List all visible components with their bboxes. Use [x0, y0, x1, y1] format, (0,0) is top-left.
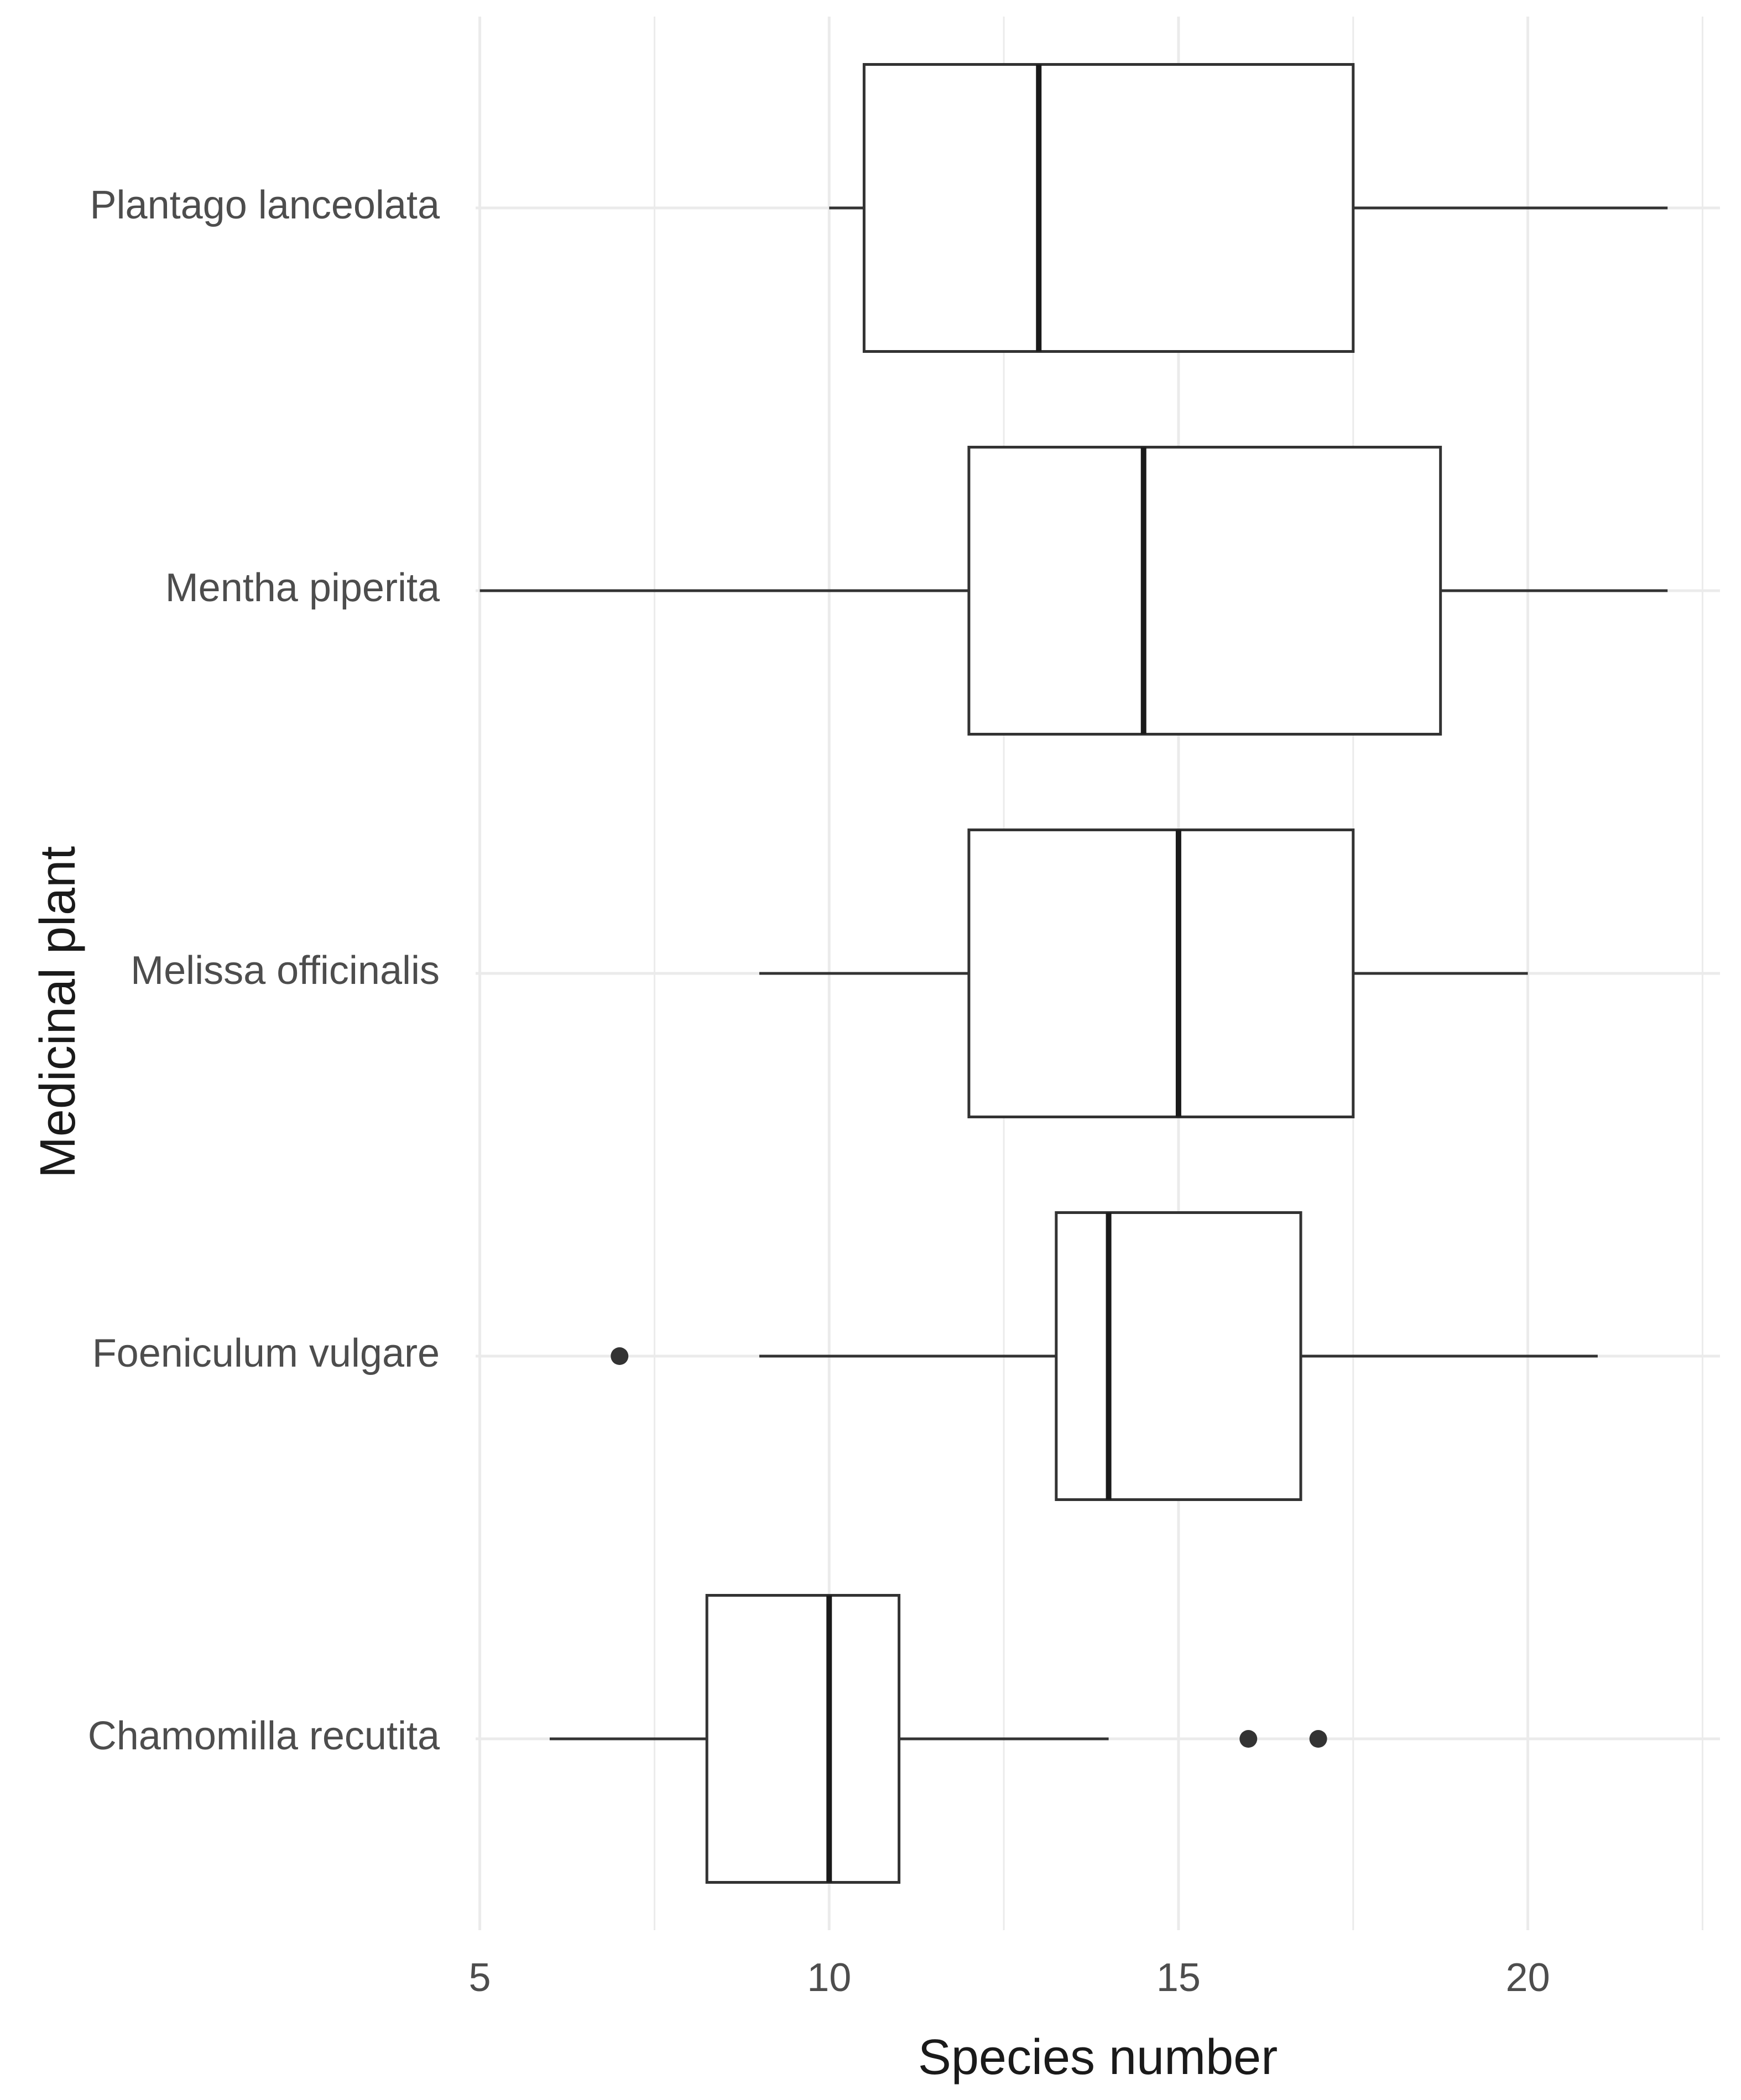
box-iqr	[862, 63, 1355, 353]
box-mentha-piperita	[479, 446, 1668, 736]
x-tick-label: 15	[1156, 1956, 1201, 2000]
y-tick-label: Plantago lanceolata	[90, 183, 440, 227]
y-axis-title: Medicinal plant	[30, 846, 86, 1178]
box-melissa-officinalis	[759, 828, 1528, 1118]
box-series	[479, 63, 1668, 1884]
y-axis-tick-labels: Chamomilla recutita Foeniculum vulgare Mel…	[88, 183, 440, 1758]
box-iqr	[967, 446, 1442, 736]
box-chamomilla-recutita	[549, 1594, 1327, 1884]
y-tick-label: Mentha piperita	[165, 566, 440, 610]
y-tick-label: Melissa officinalis	[131, 949, 440, 993]
x-axis-title: Species number	[918, 2030, 1278, 2085]
x-tick-label: 5	[469, 1956, 491, 2000]
box-plantago-lanceolata	[829, 63, 1668, 353]
box-iqr	[705, 1594, 901, 1884]
outlier-point	[611, 1347, 629, 1365]
x-axis-tick-labels: 5 10 15 20	[469, 1956, 1550, 2000]
y-tick-label: Chamomilla recutita	[88, 1714, 440, 1758]
outlier-point	[1309, 1730, 1327, 1748]
y-tick-label: Foeniculum vulgare	[92, 1331, 440, 1375]
x-tick-label: 10	[807, 1956, 851, 2000]
box-iqr	[967, 828, 1355, 1118]
x-tick-label: 20	[1506, 1956, 1550, 2000]
outlier-point	[1239, 1730, 1258, 1748]
box-iqr	[1055, 1211, 1302, 1501]
box-foeniculum-vulgare	[611, 1211, 1598, 1501]
